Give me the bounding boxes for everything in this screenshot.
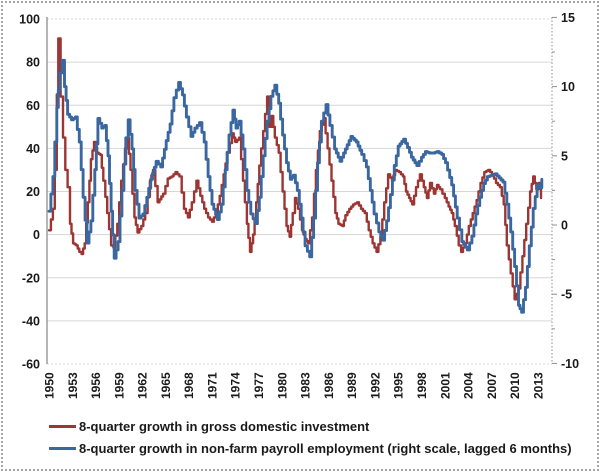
legend-label-payroll: 8-quarter growth in non-farm payroll emp… xyxy=(79,440,572,456)
x-axis-year-label: 1998 xyxy=(415,372,429,399)
red-line-marker-icon xyxy=(49,424,76,428)
y-axis-left-tick-label: 100 xyxy=(19,13,40,27)
x-axis-year-label: 2013 xyxy=(531,372,545,399)
y-axis-right-tick-label: 15 xyxy=(561,11,575,25)
y-axis-right-tick-label: 10 xyxy=(561,80,575,94)
x-axis-year-label: 1962 xyxy=(136,372,150,399)
series-line-investment xyxy=(47,37,543,301)
y-axis-left-tick-label: -60 xyxy=(22,358,40,372)
legend-item-payroll: 8-quarter growth in non-farm payroll emp… xyxy=(49,437,572,459)
y-axis-right-tick-label: -10 xyxy=(561,357,579,371)
legend-item-investment: 8-quarter growth in gross domestic inves… xyxy=(49,415,572,437)
y-axis-left-tick-label: -40 xyxy=(22,314,40,328)
y-axis-right-tick-label: -5 xyxy=(561,288,572,302)
x-axis-year-label: 1992 xyxy=(368,372,382,399)
x-axis-year-label: 1983 xyxy=(299,372,313,399)
x-axis-year-label: 2004 xyxy=(462,372,476,399)
y-axis-left-tick-label: 0 xyxy=(33,228,40,242)
x-axis-year-label: 1989 xyxy=(345,372,359,399)
x-axis-year-label: 2001 xyxy=(438,372,452,399)
series-line-payroll xyxy=(47,58,544,314)
x-axis-year-label: 1968 xyxy=(182,372,196,399)
x-axis-year-label: 1977 xyxy=(252,372,266,399)
x-axis-year-label: 2007 xyxy=(485,372,499,399)
x-axis-year-label: 1953 xyxy=(66,372,80,399)
y-axis-left-tick-label: 40 xyxy=(26,142,40,156)
y-axis-left-tick-label: 80 xyxy=(26,56,40,70)
x-axis-year-label: 1971 xyxy=(205,372,219,399)
x-axis-year-label: 2010 xyxy=(508,372,522,399)
y-axis-left-tick-label: -20 xyxy=(22,271,40,285)
x-axis-year-label: 1980 xyxy=(275,372,289,399)
y-axis-left-tick-label: 20 xyxy=(26,185,40,199)
legend-label-investment: 8-quarter growth in gross domestic inves… xyxy=(79,418,370,434)
x-axis-year-label: 1959 xyxy=(112,372,126,399)
x-axis-year-label: 1974 xyxy=(229,372,243,399)
y-axis-right-tick-label: 0 xyxy=(561,219,568,233)
x-axis-year-label: 1950 xyxy=(43,372,57,399)
chart-legend: 8-quarter growth in gross domestic inves… xyxy=(49,415,572,459)
x-axis-year-label: 1986 xyxy=(322,372,336,399)
x-axis-year-label: 1965 xyxy=(159,372,173,399)
blue-line-marker-icon xyxy=(49,446,76,450)
x-axis-year-label: 1956 xyxy=(89,372,103,399)
x-axis-year-label: 1995 xyxy=(392,372,406,399)
y-axis-left-tick-label: 60 xyxy=(26,99,40,113)
y-axis-right-tick-label: 5 xyxy=(561,149,568,163)
